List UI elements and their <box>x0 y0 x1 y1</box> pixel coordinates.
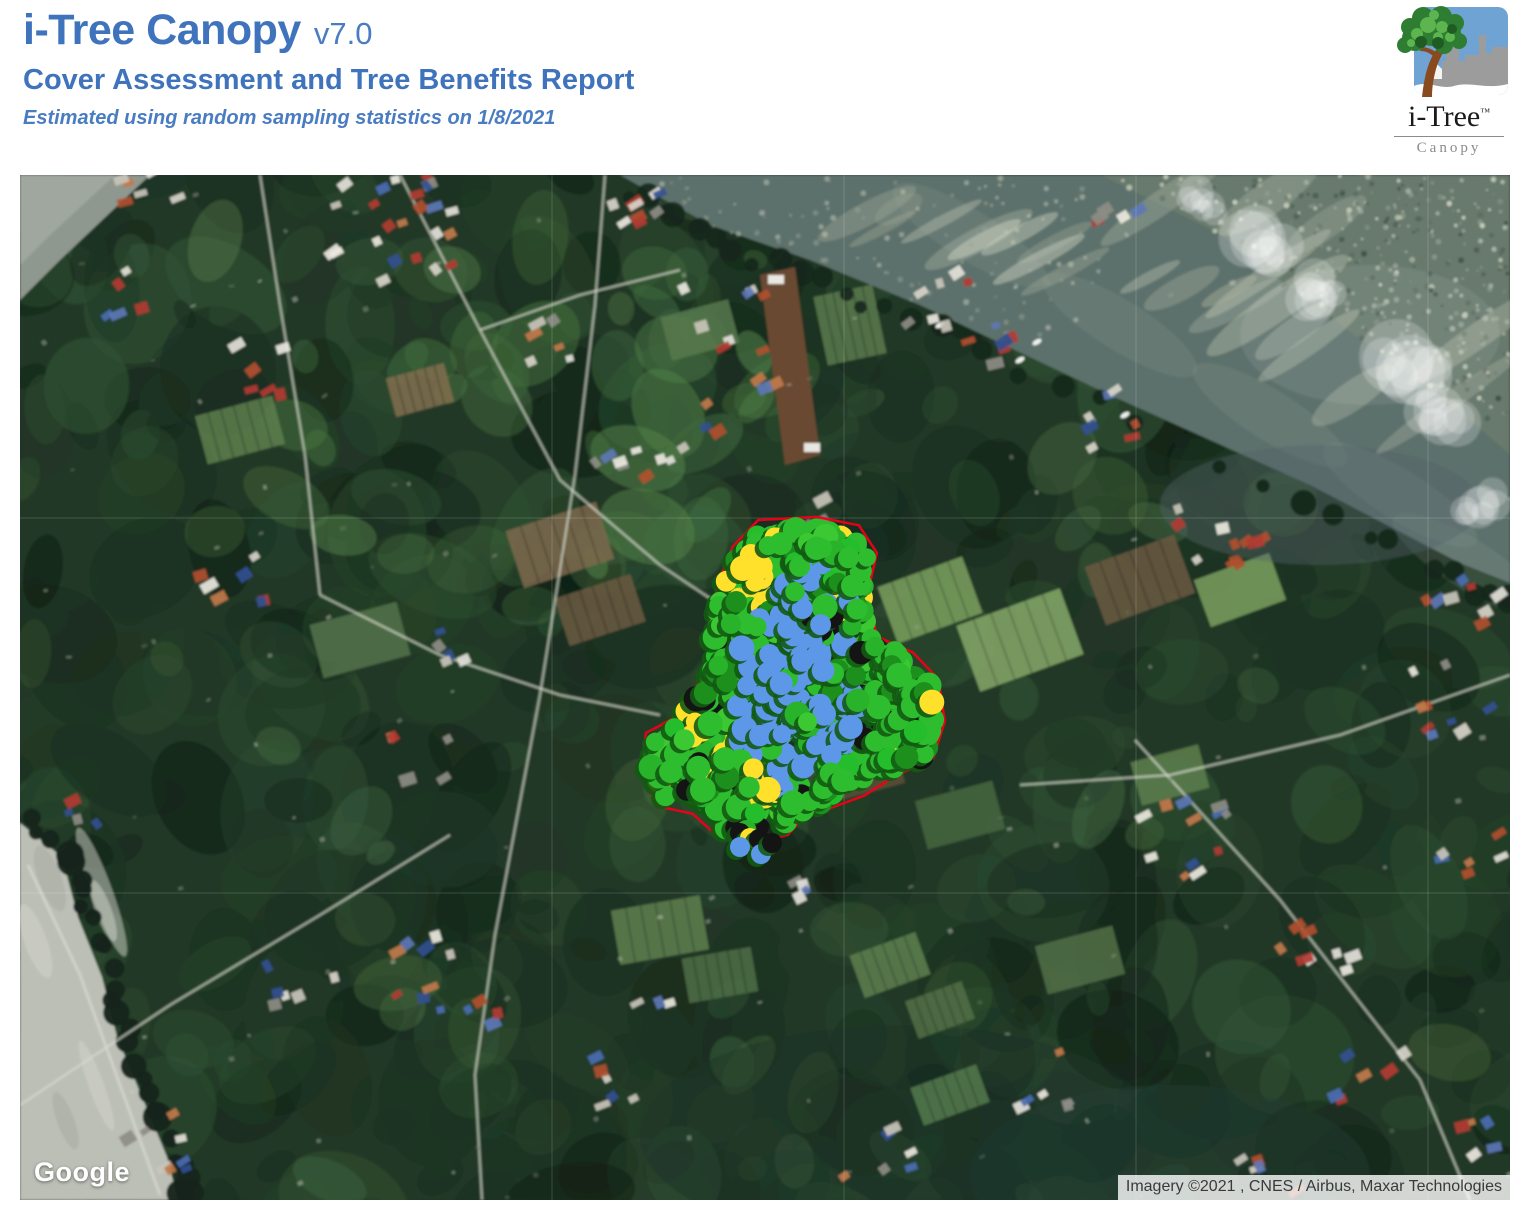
itree-logo: i-Tree™ Canopy <box>1386 5 1512 157</box>
logo-brand-text: i-Tree <box>1407 100 1481 133</box>
app-title: i-Tree Canopy v7.0 <box>23 6 634 55</box>
app-version: v7.0 <box>313 16 373 51</box>
report-subtitle: Cover Assessment and Tree Benefits Repor… <box>23 64 635 97</box>
logo-trademark: ™ <box>1480 107 1491 118</box>
report-date-note: Estimated using random sampling statisti… <box>23 107 556 130</box>
satellite-imagery <box>20 175 1510 1200</box>
satellite-map[interactable]: Google Imagery ©2021 , CNES / Airbus, Ma… <box>20 175 1510 1200</box>
logo-product: Canopy <box>1416 140 1482 156</box>
report-titles: i-Tree Canopy v7.0 Cover Assessment and T… <box>23 6 634 130</box>
logo-brand: i-Tree™ <box>1386 102 1512 132</box>
google-logo[interactable]: Google <box>34 1157 130 1187</box>
logo-divider <box>1394 136 1504 137</box>
app-title-text: i-Tree Canopy <box>23 6 301 54</box>
map-attribution: Imagery ©2021 , CNES / Airbus, Maxar Tec… <box>1117 1175 1510 1200</box>
itree-logo-icon <box>1397 6 1508 97</box>
